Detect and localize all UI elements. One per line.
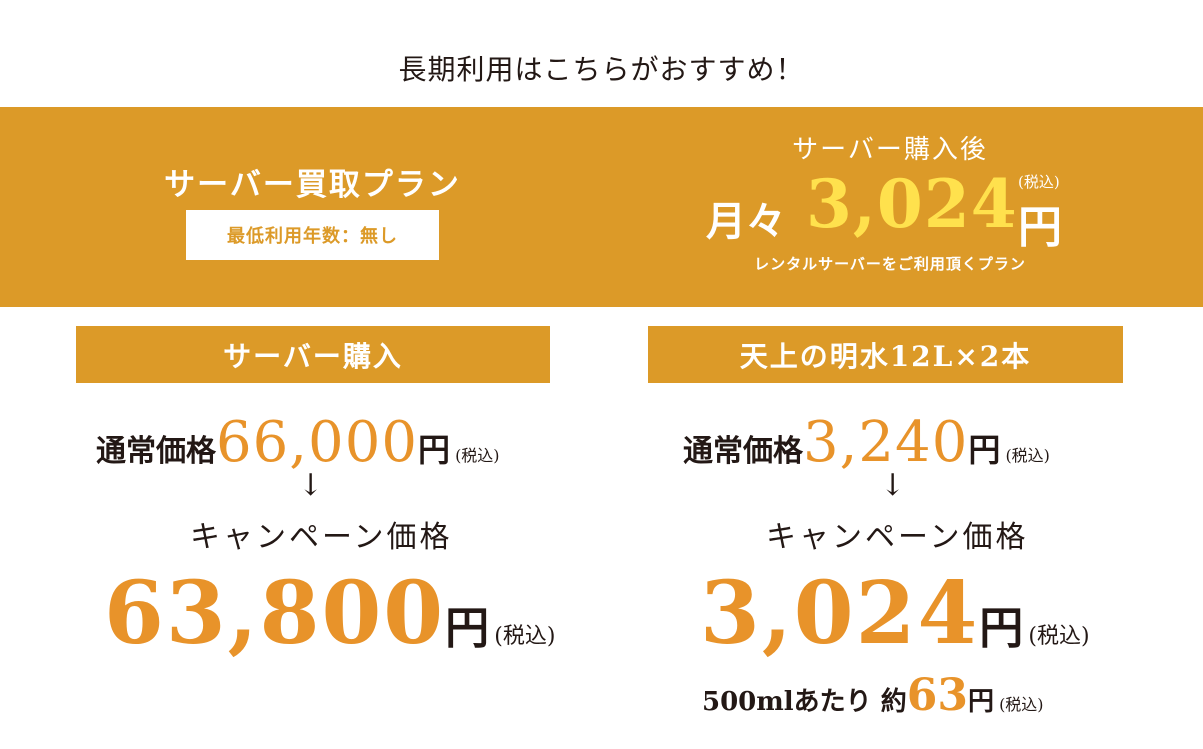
down-arrow-icon: ↓ — [298, 468, 324, 503]
page-title: 長期利用はこちらがおすすめ！ — [398, 53, 805, 86]
campaign-yen-label: 円 — [979, 603, 1024, 654]
monthly-price-block: 月々 3,024 (税込) 円 — [700, 165, 1080, 253]
right-regular-price-row: 通常価格3,240円 (税込) — [683, 410, 1050, 475]
per-500ml-tax: (税込) — [999, 695, 1044, 714]
plan-banner: サーバー買取プラン 最低利用年数：無し サーバー購入後 月々 3,024 (税込… — [0, 107, 1203, 307]
monthly-prefix: 月々 — [706, 198, 786, 245]
monthly-price: 3,024 — [806, 165, 1018, 243]
campaign-price-value: 63,800 — [104, 563, 446, 664]
per-500ml-price-row: 500mlあたり 約63円 (税込) — [702, 670, 1044, 721]
yen-label: 円 — [968, 431, 1001, 469]
left-regular-price-row: 通常価格66,000円 (税込) — [96, 410, 500, 475]
water-product-header: 天上の明水12L×2本 — [648, 326, 1123, 383]
campaign-price-label: キャンペーン価格 — [190, 520, 453, 555]
per-500ml-price: 63 — [906, 670, 968, 721]
regular-price-label: 通常価格 — [683, 434, 803, 469]
campaign-yen-label: 円 — [445, 603, 490, 654]
plan-title: サーバー買取プラン — [164, 167, 461, 203]
tax-label: (税込) — [455, 446, 500, 465]
after-purchase-label: サーバー購入後 — [792, 135, 988, 165]
left-campaign-price-row: 63,800円 (税込) — [104, 563, 555, 664]
per-500ml-yen: 円 — [967, 687, 994, 717]
per-500ml-label: 500mlあたり 約 — [702, 687, 907, 717]
minimum-term-badge: 最低利用年数：無し — [186, 210, 439, 260]
yen-label: 円 — [417, 431, 450, 469]
down-arrow-icon: ↓ — [880, 468, 906, 503]
regular-price-label: 通常価格 — [96, 434, 216, 469]
regular-price-value: 66,000 — [216, 410, 418, 475]
campaign-price-label: キャンペーン価格 — [766, 520, 1029, 555]
monthly-yen-label: 円 — [1018, 202, 1062, 253]
regular-price-value: 3,240 — [803, 410, 969, 475]
monthly-tax-label: (税込) — [1018, 173, 1060, 191]
server-purchase-header: サーバー購入 — [76, 326, 550, 383]
tax-label: (税込) — [1005, 446, 1050, 465]
campaign-tax-label: (税込) — [1028, 624, 1090, 649]
campaign-price-value: 3,024 — [700, 563, 980, 664]
campaign-tax-label: (税込) — [494, 624, 556, 649]
right-campaign-price-row: 3,024円 (税込) — [700, 563, 1090, 664]
rental-plan-note: レンタルサーバーをご利用頂くプラン — [754, 255, 1026, 273]
